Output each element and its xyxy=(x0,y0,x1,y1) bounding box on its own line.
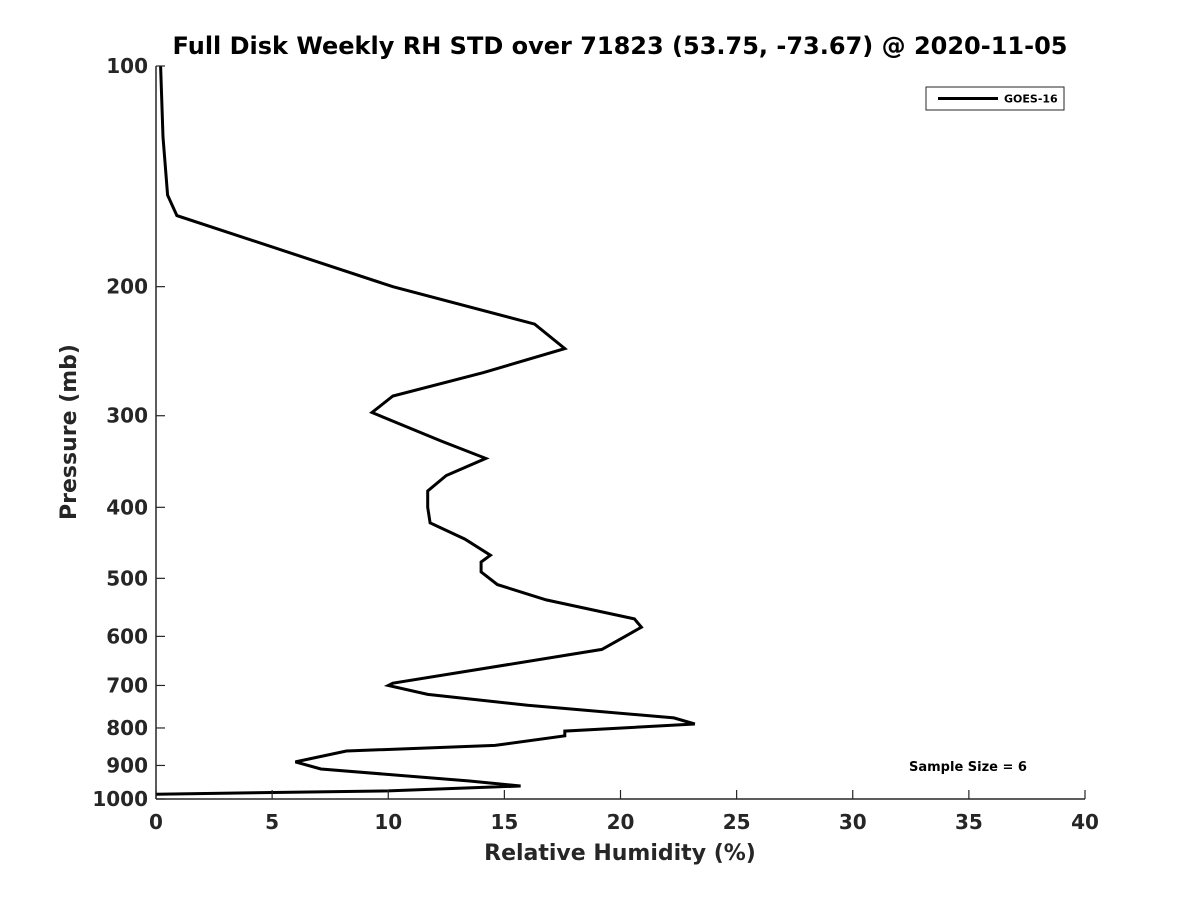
x-tick-label: 0 xyxy=(149,810,163,834)
x-axis-label: Relative Humidity (%) xyxy=(484,841,756,866)
x-tick-label: 35 xyxy=(955,810,983,834)
x-tick-label: 25 xyxy=(723,810,751,834)
y-tick-label: 100 xyxy=(106,54,148,78)
y-tick-label: 300 xyxy=(106,404,148,428)
x-tick-label: 20 xyxy=(607,810,635,834)
y-axis-ticks: 100 200 300 400 500 600 700 800 900 1000 xyxy=(92,54,165,811)
y-tick-label: 700 xyxy=(106,673,148,697)
y-tick-label: 200 xyxy=(106,275,148,299)
y-tick-label: 500 xyxy=(106,566,148,590)
x-tick-label: 30 xyxy=(839,810,867,834)
x-tick-label: 15 xyxy=(490,810,518,834)
legend-label: GOES-16 xyxy=(1004,93,1058,106)
y-tick-label: 1000 xyxy=(92,787,148,811)
x-tick-label: 10 xyxy=(374,810,402,834)
sample-size-annotation: Sample Size = 6 xyxy=(909,760,1027,775)
series-line-0 xyxy=(155,65,696,796)
y-tick-label: 600 xyxy=(106,624,148,648)
plot-area xyxy=(155,65,1085,800)
legend: GOES-16 xyxy=(925,86,1065,111)
y-tick-label: 400 xyxy=(106,495,148,519)
x-tick-label: 40 xyxy=(1071,810,1099,834)
x-tick-label: 5 xyxy=(265,810,279,834)
y-axis-label: Pressure (mb) xyxy=(57,344,82,520)
y-tick-label: 800 xyxy=(106,716,148,740)
y-tick-label: 900 xyxy=(106,753,148,777)
chart-title: Full Disk Weekly RH STD over 71823 (53.7… xyxy=(173,32,1068,60)
x-axis-ticks: 0 5 10 15 20 25 30 35 40 xyxy=(149,790,1099,834)
